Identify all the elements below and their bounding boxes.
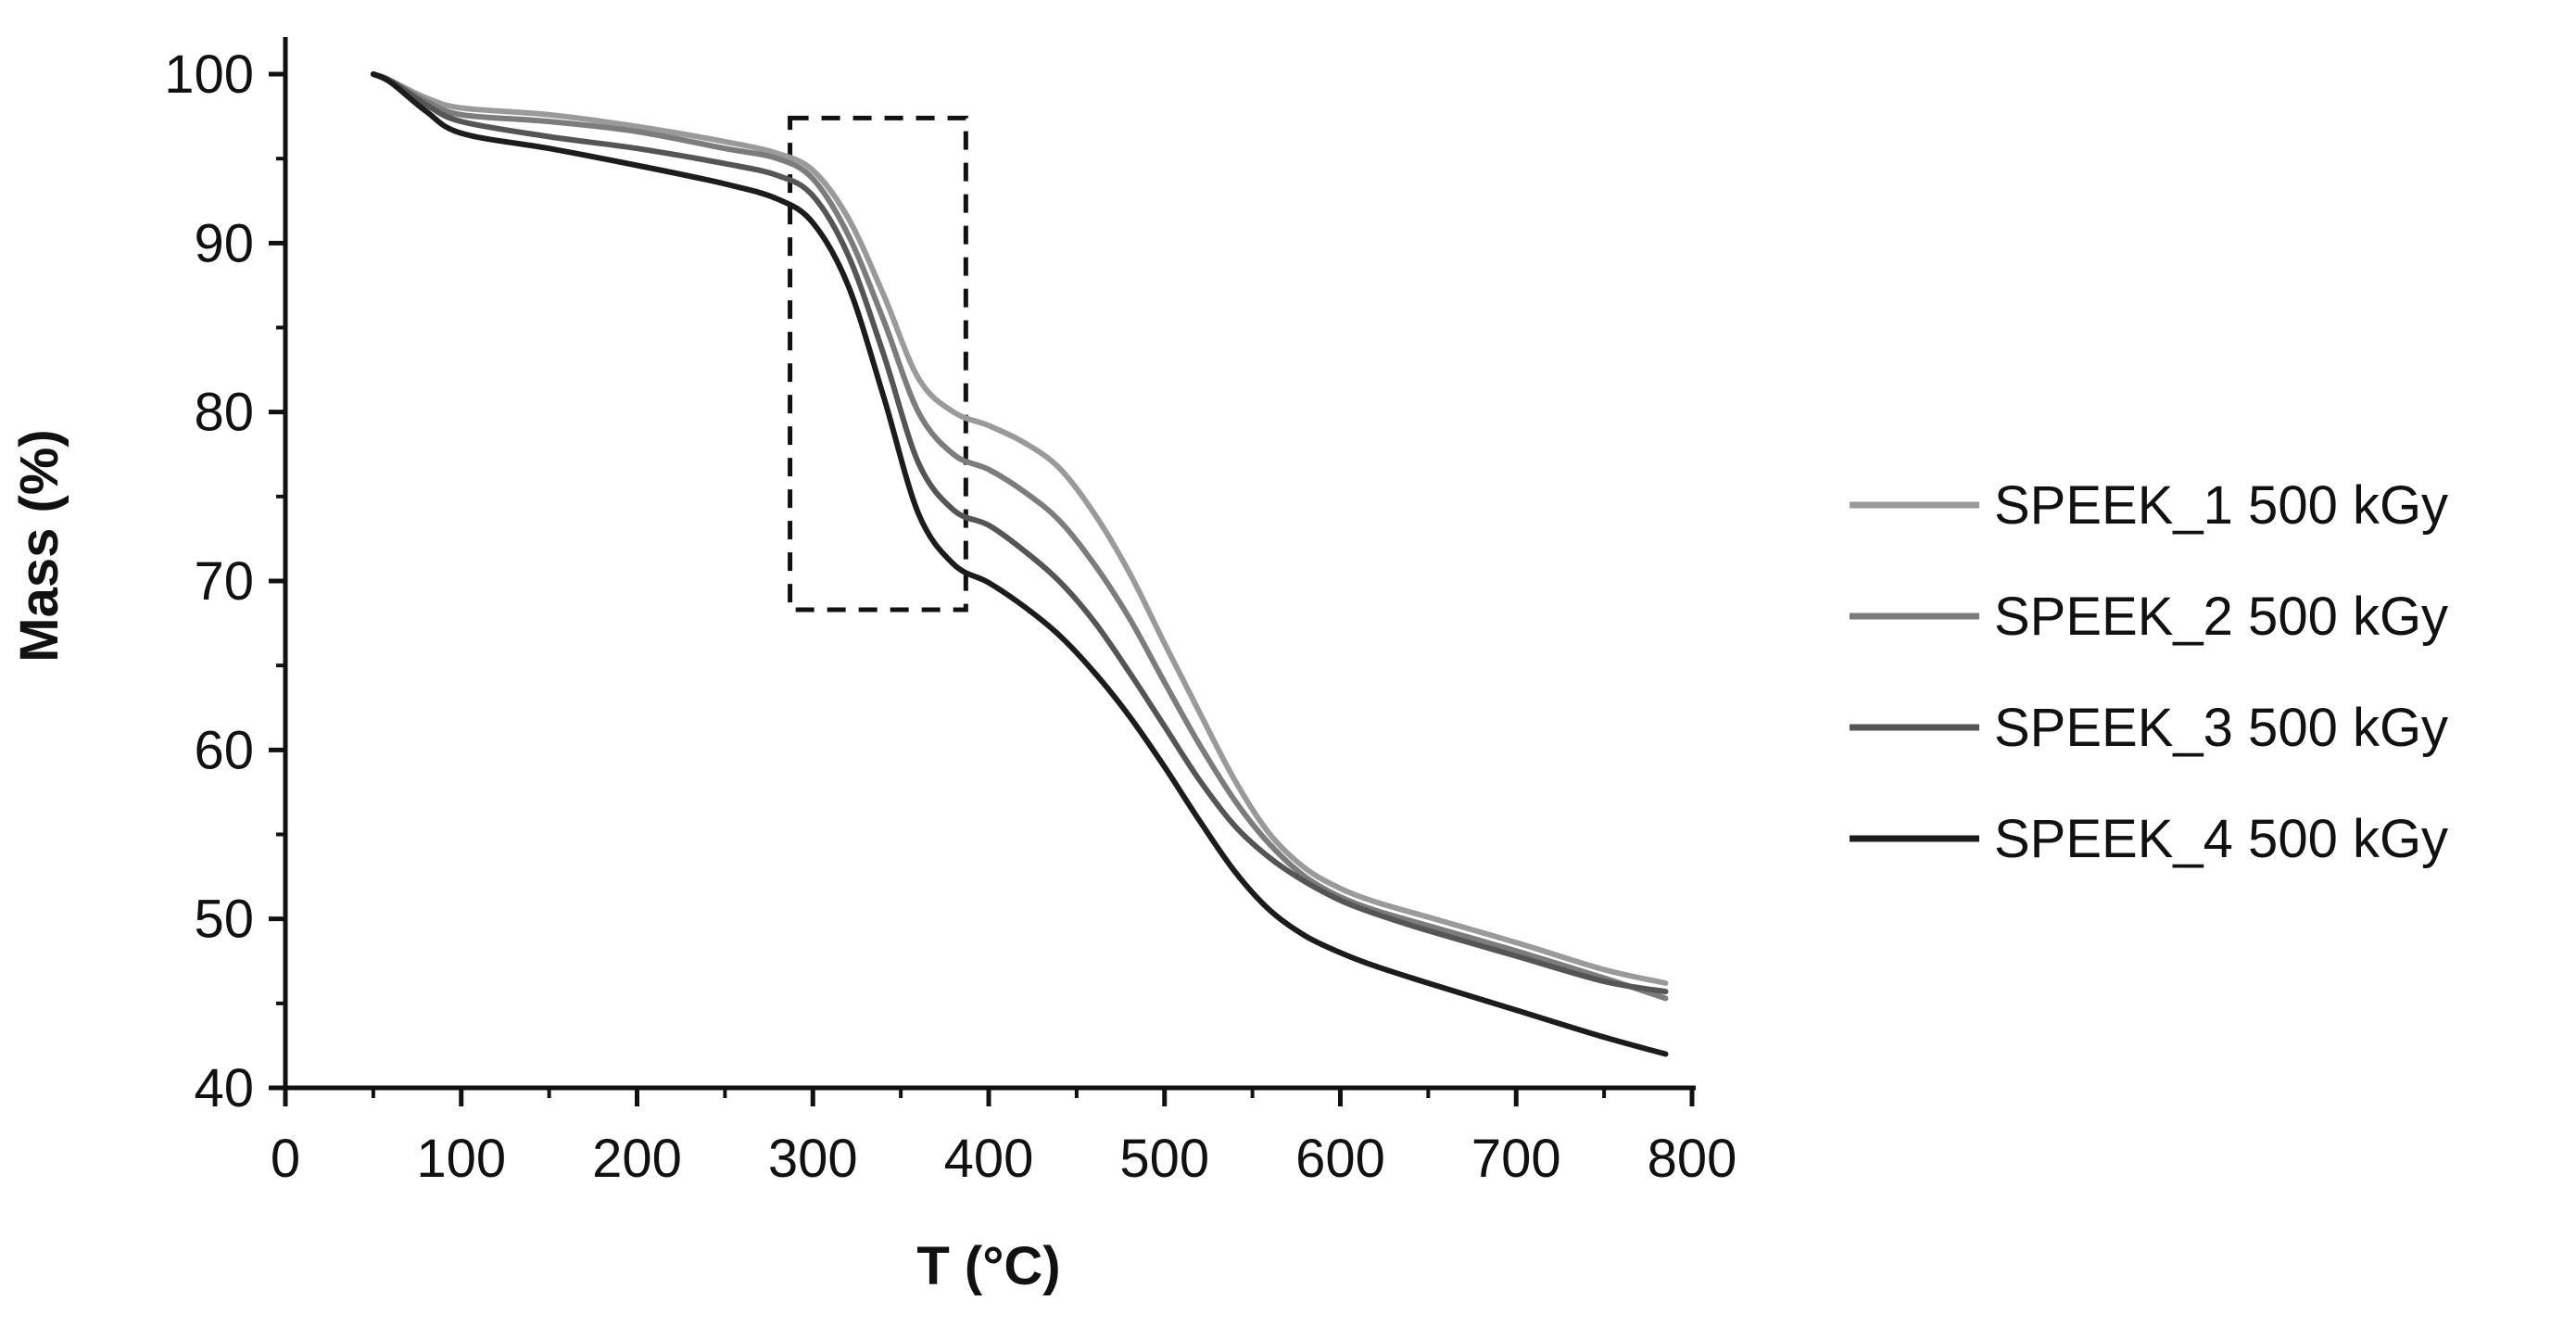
legend: SPEEK_1 500 kGy SPEEK_2 500 kGy SPEEK_3 50… bbox=[1850, 475, 2448, 869]
x-tick-label: 800 bbox=[1648, 1129, 1737, 1189]
axes-group bbox=[283, 37, 1696, 1091]
x-ticks-group: 0 100 200 300 400 500 600 700 800 bbox=[271, 1088, 1737, 1189]
x-tick-label: 400 bbox=[944, 1129, 1034, 1189]
x-tick-label: 0 bbox=[271, 1129, 300, 1189]
legend-label-2: SPEEK_2 500 kGy bbox=[1994, 587, 2448, 647]
series-line-3 bbox=[370, 71, 1669, 995]
y-tick-label: 100 bbox=[164, 44, 254, 105]
series-line-1 bbox=[370, 71, 1669, 986]
x-axis-title: T (°C) bbox=[916, 1236, 1060, 1296]
y-tick-label: 70 bbox=[194, 551, 254, 612]
legend-label-1: SPEEK_1 500 kGy bbox=[1994, 475, 2448, 536]
x-tick-label: 700 bbox=[1471, 1129, 1561, 1189]
legend-label-3: SPEEK_3 500 kGy bbox=[1994, 698, 2448, 758]
y-tick-label: 90 bbox=[194, 213, 254, 273]
x-tick-label: 600 bbox=[1295, 1129, 1385, 1189]
y-axis-title: Mass (%) bbox=[9, 429, 69, 662]
series-line-2 bbox=[370, 71, 1669, 1002]
x-tick-label: 200 bbox=[592, 1129, 682, 1189]
y-tick-label: 60 bbox=[194, 720, 254, 780]
y-ticks-group: 40 50 60 70 80 90 100 bbox=[164, 44, 285, 1118]
y-tick-label: 40 bbox=[194, 1058, 254, 1118]
x-tick-label: 500 bbox=[1119, 1129, 1209, 1189]
series-group bbox=[370, 71, 1669, 1057]
legend-label-4: SPEEK_4 500 kGy bbox=[1994, 809, 2448, 869]
y-tick-label: 80 bbox=[194, 383, 254, 443]
x-tick-label: 100 bbox=[416, 1129, 506, 1189]
highlight-box-group bbox=[788, 115, 968, 612]
x-tick-label: 300 bbox=[768, 1129, 858, 1189]
y-tick-label: 50 bbox=[194, 890, 254, 950]
series-line-4 bbox=[370, 71, 1669, 1057]
highlight-dashed-box bbox=[788, 115, 968, 612]
